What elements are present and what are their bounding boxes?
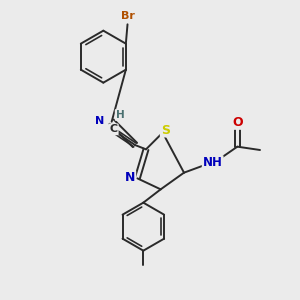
Text: N: N bbox=[95, 116, 104, 126]
Text: N: N bbox=[125, 171, 135, 184]
Text: Br: Br bbox=[121, 11, 134, 21]
Text: H: H bbox=[116, 110, 124, 120]
Text: S: S bbox=[161, 124, 170, 136]
Text: C: C bbox=[110, 124, 118, 134]
Text: O: O bbox=[232, 116, 243, 129]
Text: NH: NH bbox=[203, 156, 223, 169]
